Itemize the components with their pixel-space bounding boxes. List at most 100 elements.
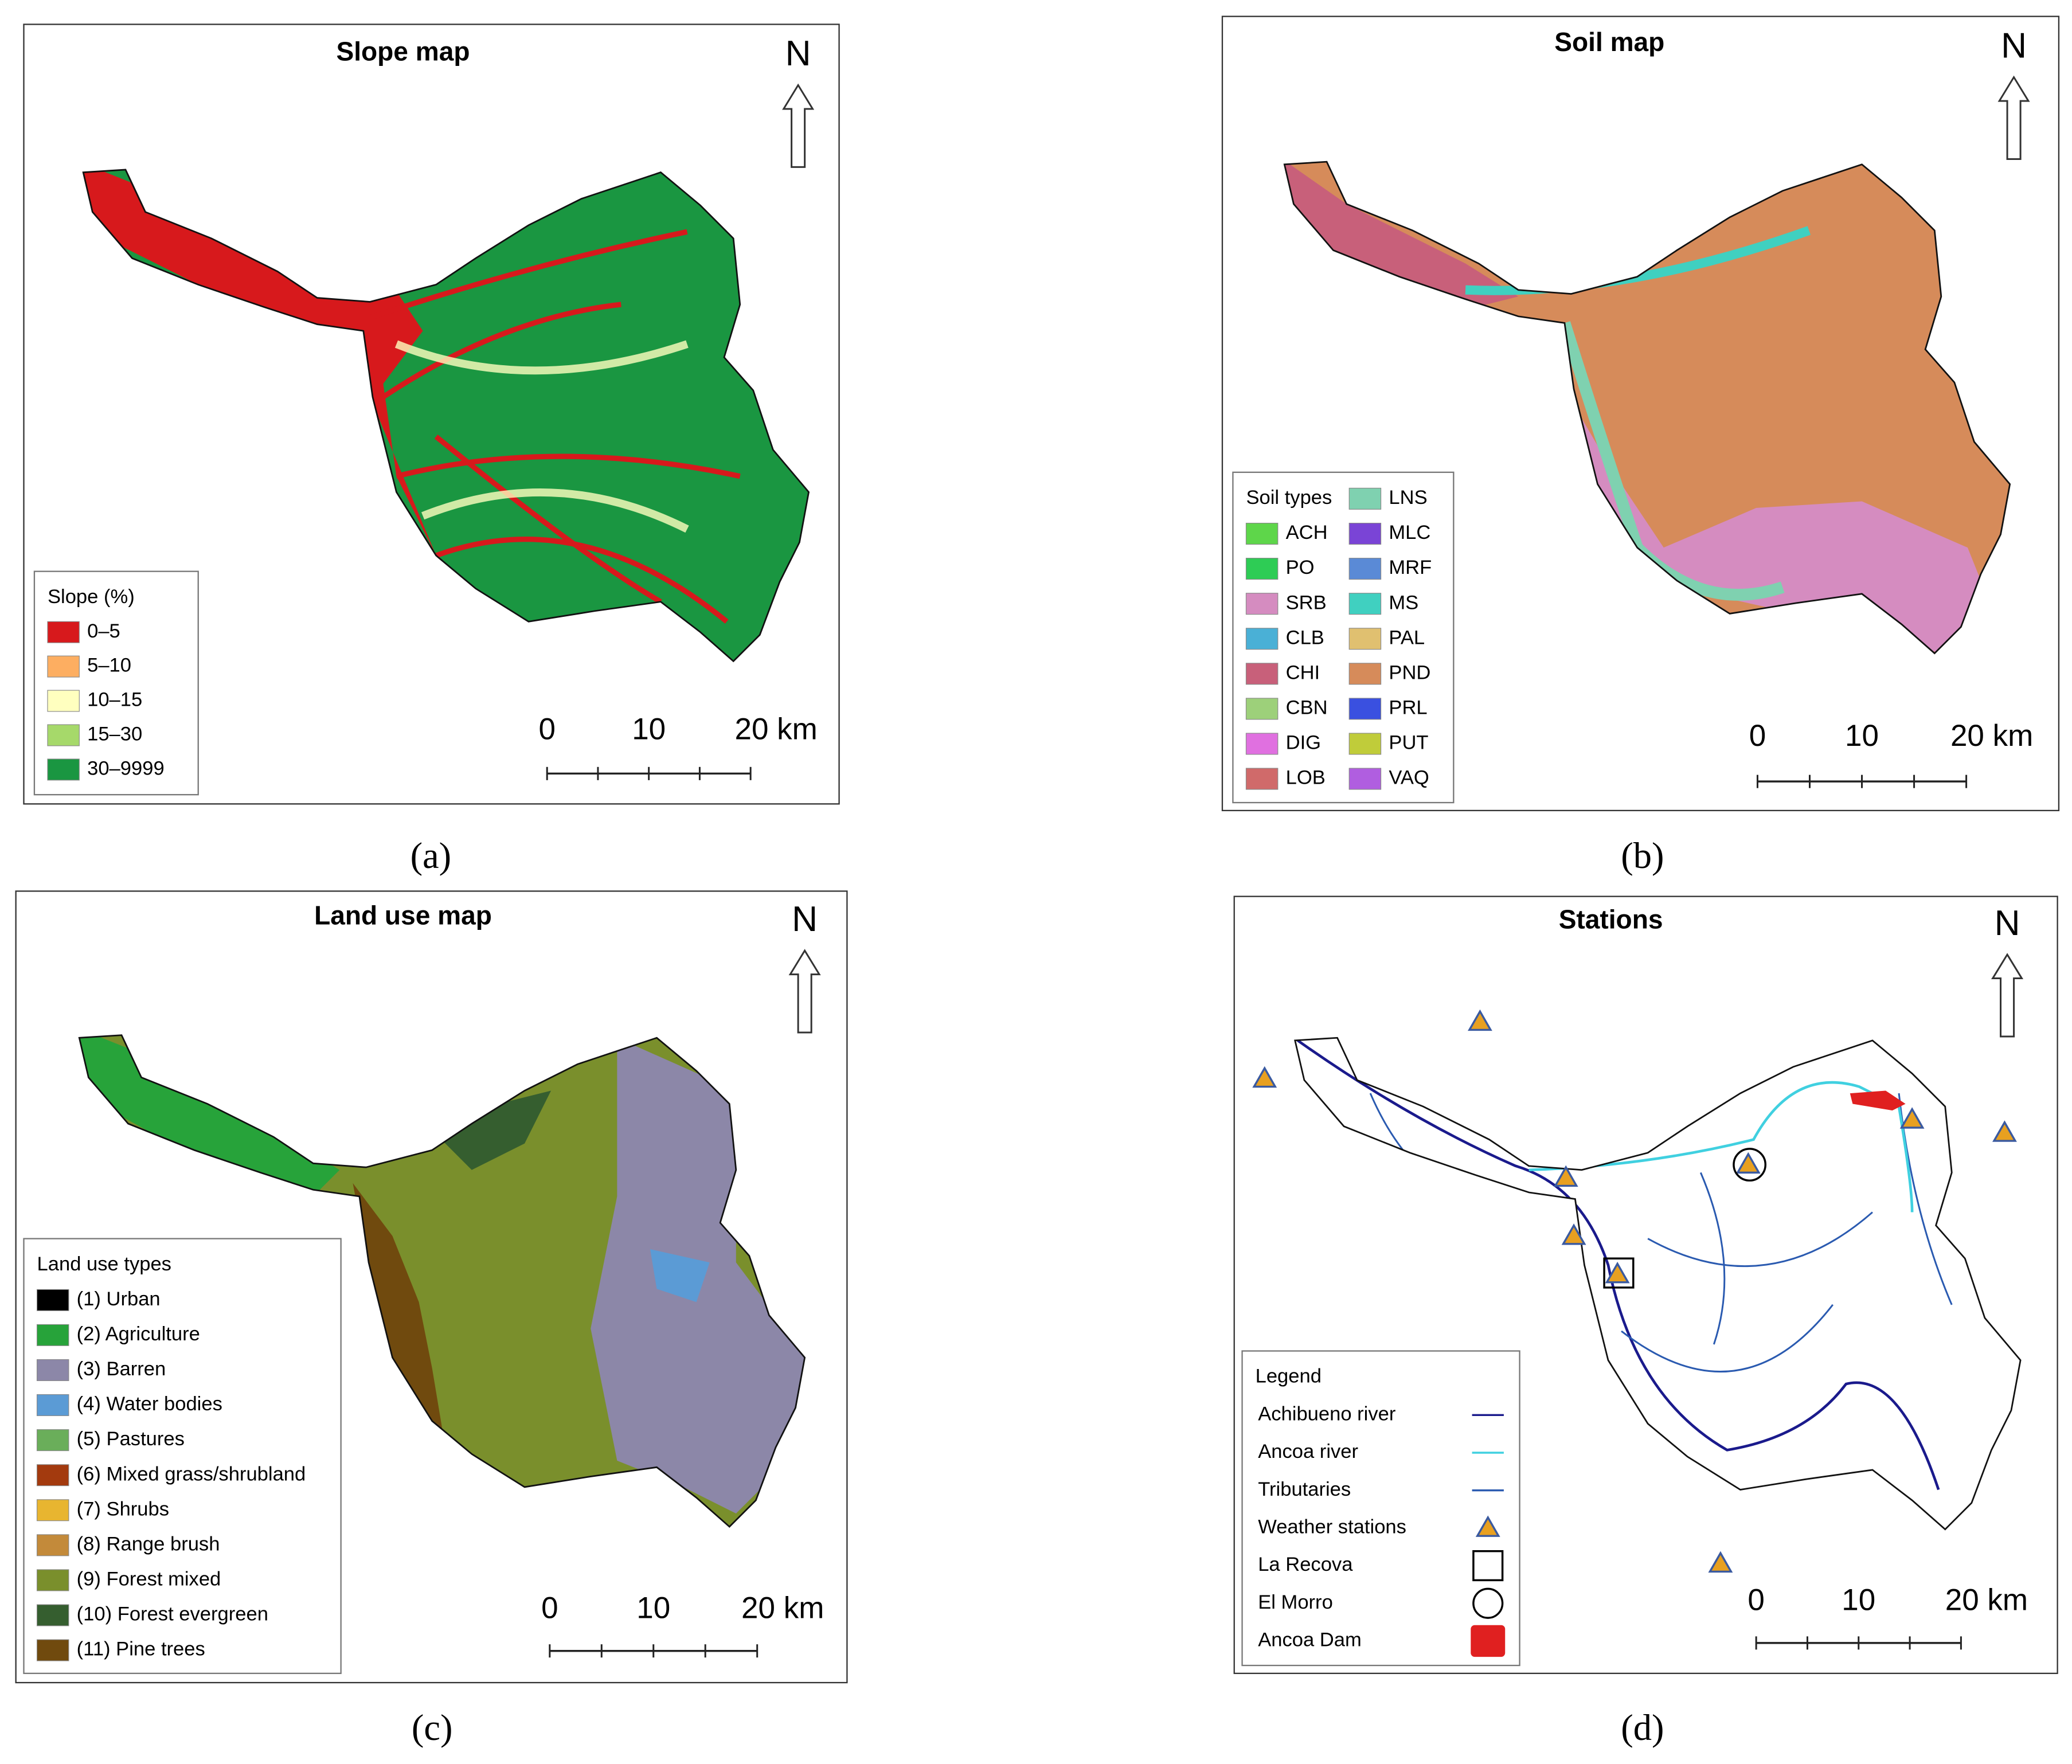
legend-square [1472,1550,1504,1582]
scale-label: 20 km [741,1591,824,1625]
weather-station [1553,1165,1578,1187]
slope-band [394,340,689,375]
legend-swatch [1245,558,1279,580]
scale-label: 10 [636,1591,670,1625]
panel-title: Slope map [336,36,470,66]
weather-station [1992,1120,2017,1142]
la-recova [1603,1257,1635,1289]
slope-flat [83,169,436,556]
legend-label: PRL [1389,697,1427,718]
legend-label: 5–10 [87,655,131,676]
slope-valley [381,302,621,400]
el-morro [1733,1148,1767,1182]
legend-label: MLC [1389,522,1430,543]
legend-label: El Morro [1258,1591,1333,1613]
weather-station [1475,1515,1500,1537]
legend-swatch [1348,768,1382,790]
legend-label: 15–30 [87,723,142,745]
legend-swatch [1348,558,1382,580]
basin-outline [82,169,810,663]
land-pine [353,1183,445,1448]
basin-detail [1297,1039,1953,1491]
map-panel: Land use map N 0 10 20 km Land use types (1) U… [15,890,848,1684]
legend-swatch [1348,593,1382,615]
north-label: N [1995,903,2020,943]
legend-swatch [36,1359,69,1381]
legend-swatch [36,1429,69,1452]
legend-label: (1) Urban [77,1288,161,1310]
map-panel: Slope map N 0 10 20 km Slope (%) 0–5 5–10 10–15 1… [23,24,840,805]
slope-valley [396,453,741,479]
river [1699,1172,1726,1345]
legend-swatch [36,1289,69,1311]
north-arrow [788,949,821,1034]
legend-swatch [1348,487,1382,510]
legend-swatch [1245,593,1279,615]
slope-valley [434,435,662,604]
legend-label: CHI [1286,662,1320,683]
scale-label: 10 [1845,719,1879,753]
legend-label: PND [1389,662,1430,683]
scale-label: 0 [1749,719,1766,753]
legend-label: MS [1389,592,1418,613]
legend-swatch [36,1639,69,1661]
legend-swatch [1245,663,1279,685]
weather-station [1605,1261,1630,1284]
legend-label: Tributaries [1258,1479,1351,1500]
scale-label: 10 [1842,1583,1875,1617]
legend-label: (6) Mixed grass/shrubland [77,1463,306,1485]
legend-label: 10–15 [87,689,142,711]
scale-label: 0 [1747,1583,1764,1617]
scale-label: 20 km [734,713,817,746]
legend-swatch [47,758,80,781]
basin-map [1283,161,2011,655]
legend-label: CLB [1286,627,1324,648]
legend-swatch [36,1569,69,1591]
legend-swatch [1348,733,1382,755]
legend-swatch [36,1499,69,1522]
legend-swatch [1348,628,1382,650]
legend-label: Achibueno river [1258,1403,1395,1425]
legend-label: DIG [1286,732,1321,754]
legend-label: PAL [1389,627,1425,648]
legend-label: 0–5 [87,620,120,642]
legend-label: (8) Range brush [77,1533,220,1555]
panel-title: Land use map [314,901,492,930]
basin-map [82,169,810,663]
legend-swatch [1245,733,1279,755]
legend-box [33,570,199,796]
basin-outline [1283,161,2011,655]
panel-caption: (a) [411,835,452,876]
legend-label: VAQ [1389,767,1429,789]
legend-label: LNS [1389,487,1427,509]
legend-label: Ancoa river [1258,1441,1358,1462]
panel-caption: (b) [1621,835,1664,876]
legend-title: Soil types [1246,487,1332,509]
legend-swatch [1245,698,1279,720]
north-arrow [782,83,815,168]
legend-label: MRF [1389,557,1432,578]
legend-swatch [1245,628,1279,650]
legend-swatch [36,1464,69,1487]
basin-detail [83,169,741,624]
land-water [650,1249,710,1303]
north-arrow [1991,953,2024,1038]
scale-label: 10 [632,713,666,746]
basin-outline [1294,1037,2022,1531]
weather-station [1252,1066,1277,1088]
legend-swatch [36,1604,69,1626]
legend-label: Weather stations [1258,1516,1406,1538]
legend-title: Slope (%) [48,586,135,608]
weather-station [1468,1009,1492,1031]
slope-band [421,488,689,533]
legend-swatch [1245,768,1279,790]
soil-srb [1564,389,1995,654]
legend-swatch [36,1534,69,1556]
north-label: N [2001,26,2027,65]
legend-label: (9) Forest mixed [77,1569,221,1590]
weather-station [1899,1107,1925,1129]
legend-label: PO [1286,557,1315,578]
basin-map [78,1034,806,1528]
legend-label: LOB [1286,767,1326,789]
panel-title: Soil map [1554,27,1664,57]
